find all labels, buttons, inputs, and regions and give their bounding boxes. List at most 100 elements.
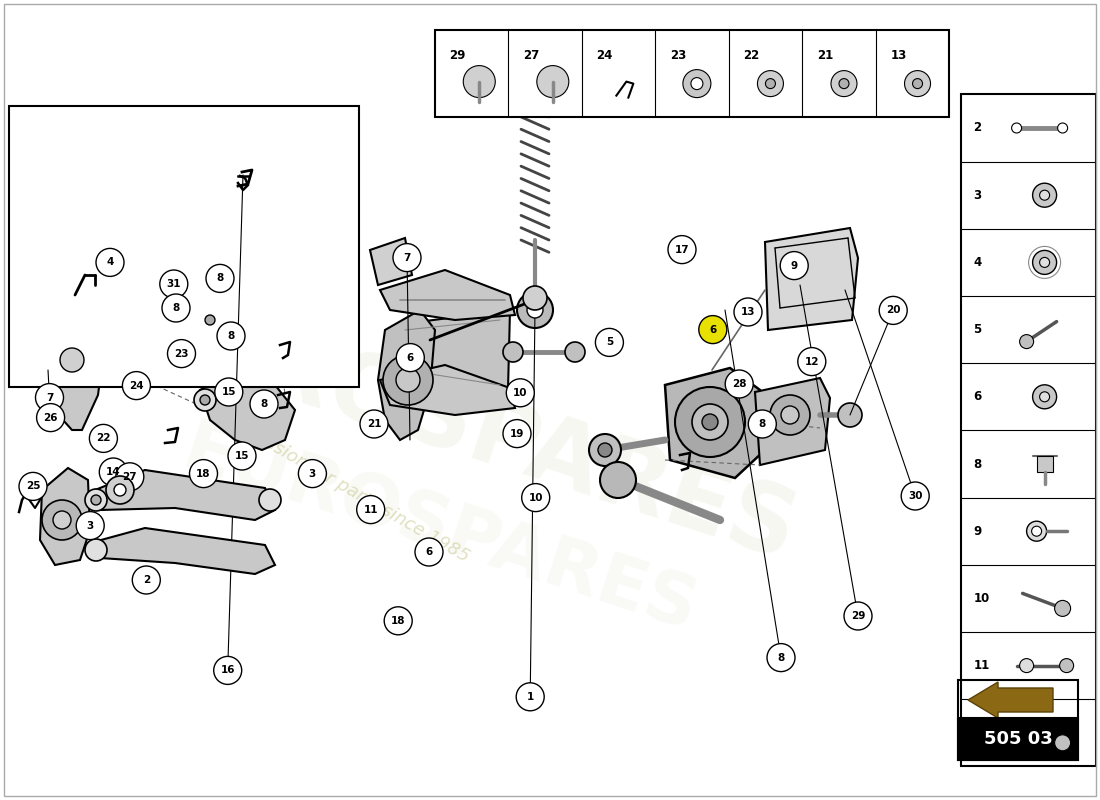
- Text: 3: 3: [87, 521, 94, 530]
- Text: 3: 3: [974, 189, 981, 202]
- Text: 20: 20: [886, 306, 901, 315]
- Text: 9: 9: [791, 261, 798, 270]
- Polygon shape: [666, 368, 764, 478]
- Circle shape: [463, 66, 495, 98]
- Circle shape: [132, 566, 161, 594]
- Circle shape: [1033, 183, 1057, 207]
- Circle shape: [1020, 334, 1034, 349]
- Polygon shape: [378, 310, 434, 440]
- Polygon shape: [200, 270, 295, 360]
- Circle shape: [1012, 123, 1022, 133]
- Circle shape: [683, 70, 711, 98]
- Polygon shape: [40, 468, 90, 565]
- Text: 1: 1: [527, 692, 534, 702]
- Circle shape: [122, 371, 151, 399]
- Circle shape: [838, 403, 862, 427]
- Circle shape: [206, 264, 234, 293]
- Circle shape: [565, 342, 585, 362]
- Polygon shape: [200, 360, 295, 450]
- Circle shape: [1032, 526, 1042, 536]
- Circle shape: [19, 472, 47, 501]
- Text: 8: 8: [261, 399, 267, 409]
- Circle shape: [384, 607, 412, 635]
- Text: 6: 6: [710, 325, 716, 334]
- Text: 9: 9: [974, 525, 981, 538]
- Circle shape: [600, 462, 636, 498]
- Text: 12: 12: [804, 357, 820, 366]
- Text: 6: 6: [426, 547, 432, 557]
- Text: 15: 15: [234, 451, 250, 461]
- Circle shape: [668, 235, 696, 264]
- Circle shape: [692, 404, 728, 440]
- Text: 21: 21: [366, 419, 382, 429]
- Circle shape: [725, 370, 754, 398]
- Text: EUROSPARES: EUROSPARES: [174, 414, 706, 646]
- Circle shape: [698, 315, 727, 344]
- Circle shape: [415, 538, 443, 566]
- Text: 29: 29: [449, 49, 465, 62]
- Circle shape: [162, 294, 190, 322]
- Text: 5: 5: [974, 323, 981, 336]
- Text: 10: 10: [974, 592, 990, 605]
- Circle shape: [748, 410, 777, 438]
- Circle shape: [200, 395, 210, 405]
- Text: 17: 17: [674, 245, 690, 254]
- Circle shape: [114, 484, 126, 496]
- Polygon shape: [764, 228, 858, 330]
- Text: 8: 8: [173, 303, 179, 313]
- Circle shape: [99, 458, 128, 486]
- Circle shape: [904, 70, 931, 97]
- Text: 28: 28: [732, 379, 747, 389]
- Circle shape: [42, 500, 82, 540]
- Circle shape: [770, 395, 810, 435]
- Circle shape: [521, 483, 550, 512]
- Circle shape: [734, 298, 762, 326]
- Circle shape: [89, 424, 118, 453]
- Text: 11: 11: [974, 659, 990, 672]
- Circle shape: [1055, 734, 1070, 750]
- Text: 31: 31: [166, 279, 182, 289]
- Circle shape: [106, 476, 134, 504]
- Polygon shape: [968, 682, 1053, 718]
- Circle shape: [758, 70, 783, 97]
- Circle shape: [279, 338, 299, 358]
- Circle shape: [96, 249, 124, 277]
- Circle shape: [1059, 658, 1074, 673]
- Text: 23: 23: [174, 349, 189, 358]
- Text: 15: 15: [221, 387, 236, 397]
- Text: 16: 16: [220, 666, 235, 675]
- Circle shape: [213, 656, 242, 684]
- Circle shape: [516, 682, 544, 710]
- Circle shape: [76, 512, 104, 540]
- Circle shape: [527, 302, 543, 318]
- Text: 27: 27: [522, 49, 539, 62]
- Circle shape: [830, 70, 857, 97]
- Text: 8: 8: [974, 458, 981, 470]
- Text: 8: 8: [778, 653, 784, 662]
- Text: 22: 22: [744, 49, 760, 62]
- Polygon shape: [379, 365, 515, 415]
- Circle shape: [36, 403, 65, 432]
- Text: 8: 8: [759, 419, 766, 429]
- Text: 21: 21: [817, 49, 833, 62]
- Circle shape: [506, 379, 535, 406]
- Polygon shape: [40, 280, 104, 430]
- Circle shape: [1040, 392, 1049, 402]
- Text: 505 03: 505 03: [983, 730, 1053, 748]
- Circle shape: [766, 78, 775, 89]
- Circle shape: [1040, 190, 1049, 200]
- Polygon shape: [90, 470, 275, 520]
- Text: 8: 8: [217, 274, 223, 283]
- Text: 27: 27: [122, 472, 138, 482]
- Circle shape: [588, 434, 621, 466]
- Text: 24: 24: [596, 49, 613, 62]
- Circle shape: [205, 315, 214, 325]
- Text: 2: 2: [974, 122, 981, 134]
- Bar: [9, 106, 359, 387]
- Text: a passion for parts since 1985: a passion for parts since 1985: [228, 414, 472, 566]
- Circle shape: [781, 406, 799, 424]
- Bar: [1036, 456, 1053, 472]
- Polygon shape: [370, 238, 412, 285]
- Text: 5: 5: [606, 338, 613, 347]
- Text: 22: 22: [96, 434, 111, 443]
